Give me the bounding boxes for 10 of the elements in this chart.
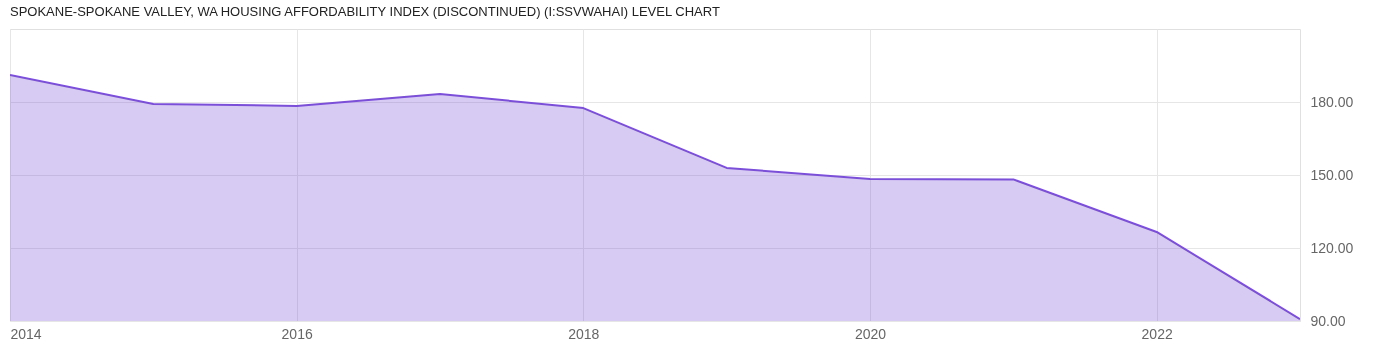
chart-title: SPOKANE-SPOKANE VALLEY, WA HOUSING AFFORDABILITY INDEX (DISCONTINUED) (I:SSVWAHAI) LEVEL CHART — [10, 4, 720, 19]
y-tick-label: 150.00 — [1310, 166, 1354, 183]
x-tick-label: 2018 — [568, 325, 600, 342]
y-tick-label: 90.00 — [1310, 312, 1346, 329]
x-tick-label: 2020 — [854, 325, 887, 342]
x-tick-label: 2022 — [1141, 325, 1173, 342]
x-tick-label: 2014 — [10, 325, 42, 342]
y-tick-label: 120.00 — [1310, 239, 1354, 256]
x-tick-label: 2016 — [281, 325, 313, 342]
y-tick-label: 180.00 — [1310, 93, 1354, 110]
